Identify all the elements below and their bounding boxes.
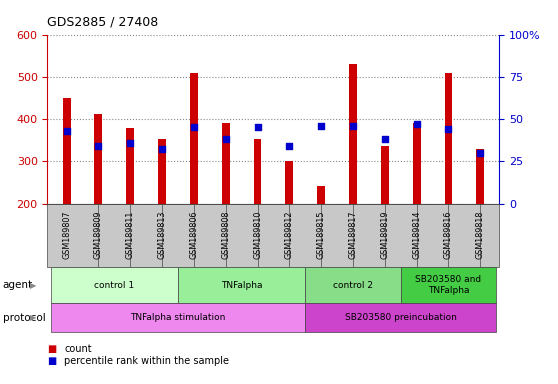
Point bbox=[189, 124, 198, 131]
Text: GSM189818: GSM189818 bbox=[476, 211, 485, 259]
Text: control 2: control 2 bbox=[333, 281, 373, 290]
Bar bbox=[349, 64, 357, 204]
Text: GSM189810: GSM189810 bbox=[253, 211, 262, 259]
Text: SB203580 preincubation: SB203580 preincubation bbox=[345, 313, 456, 322]
Text: GDS2885 / 27408: GDS2885 / 27408 bbox=[47, 15, 158, 28]
Text: ■: ■ bbox=[47, 356, 57, 366]
Text: GSM189809: GSM189809 bbox=[94, 211, 103, 260]
Text: ▶: ▶ bbox=[30, 313, 37, 322]
Point bbox=[285, 143, 294, 149]
Text: GSM189813: GSM189813 bbox=[157, 211, 166, 259]
Point bbox=[317, 123, 326, 129]
Text: ■: ■ bbox=[47, 344, 57, 354]
Text: GSM189817: GSM189817 bbox=[349, 211, 358, 260]
Point bbox=[157, 146, 166, 152]
Point bbox=[94, 143, 103, 149]
Bar bbox=[190, 73, 198, 204]
Point bbox=[476, 150, 485, 156]
Point bbox=[381, 136, 389, 142]
Text: protocol: protocol bbox=[3, 313, 46, 323]
Point bbox=[126, 140, 134, 146]
Text: GSM189815: GSM189815 bbox=[316, 211, 326, 260]
Text: GSM189808: GSM189808 bbox=[221, 211, 230, 259]
Bar bbox=[413, 123, 421, 204]
Text: GSM189807: GSM189807 bbox=[62, 211, 71, 260]
Text: control 1: control 1 bbox=[94, 281, 134, 290]
Text: percentile rank within the sample: percentile rank within the sample bbox=[64, 356, 229, 366]
Bar bbox=[381, 147, 389, 204]
Text: TNFalpha stimulation: TNFalpha stimulation bbox=[130, 313, 225, 322]
Point bbox=[412, 121, 421, 127]
Text: GSM189816: GSM189816 bbox=[444, 211, 453, 259]
Bar bbox=[126, 128, 134, 204]
Bar bbox=[253, 139, 262, 204]
Point bbox=[253, 124, 262, 131]
Bar bbox=[317, 186, 325, 204]
Point bbox=[221, 136, 230, 142]
Text: ▶: ▶ bbox=[30, 281, 37, 290]
Text: count: count bbox=[64, 344, 92, 354]
Bar bbox=[94, 114, 102, 204]
Text: GSM189806: GSM189806 bbox=[189, 211, 198, 259]
Text: GSM189812: GSM189812 bbox=[285, 211, 294, 260]
Bar bbox=[158, 139, 166, 204]
Text: TNFalpha: TNFalpha bbox=[221, 281, 262, 290]
Bar bbox=[285, 161, 294, 204]
Text: GSM189811: GSM189811 bbox=[126, 211, 134, 259]
Point bbox=[62, 128, 71, 134]
Text: GSM189819: GSM189819 bbox=[381, 211, 389, 260]
Point bbox=[349, 123, 358, 129]
Bar bbox=[477, 149, 484, 204]
Text: GSM189814: GSM189814 bbox=[412, 211, 421, 259]
Text: SB203580 and
TNFalpha: SB203580 and TNFalpha bbox=[415, 275, 482, 295]
Bar bbox=[445, 73, 453, 204]
Bar bbox=[62, 98, 70, 204]
Text: agent: agent bbox=[3, 280, 33, 290]
Bar bbox=[222, 123, 230, 204]
Point bbox=[444, 126, 453, 132]
